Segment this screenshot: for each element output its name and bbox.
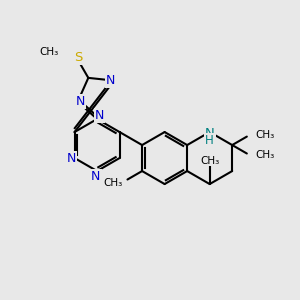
Text: N: N bbox=[76, 95, 86, 108]
Text: N: N bbox=[91, 169, 101, 182]
Text: CH₃: CH₃ bbox=[200, 155, 219, 166]
Text: N: N bbox=[106, 74, 115, 87]
Text: N: N bbox=[205, 127, 214, 140]
Text: CH₃: CH₃ bbox=[103, 178, 122, 188]
Text: CH₃: CH₃ bbox=[256, 130, 275, 140]
Text: CH₃: CH₃ bbox=[256, 150, 275, 160]
Text: N: N bbox=[95, 109, 104, 122]
Text: H: H bbox=[205, 134, 214, 147]
Text: N: N bbox=[67, 152, 76, 164]
Text: S: S bbox=[74, 51, 82, 64]
Text: CH₃: CH₃ bbox=[39, 47, 58, 57]
